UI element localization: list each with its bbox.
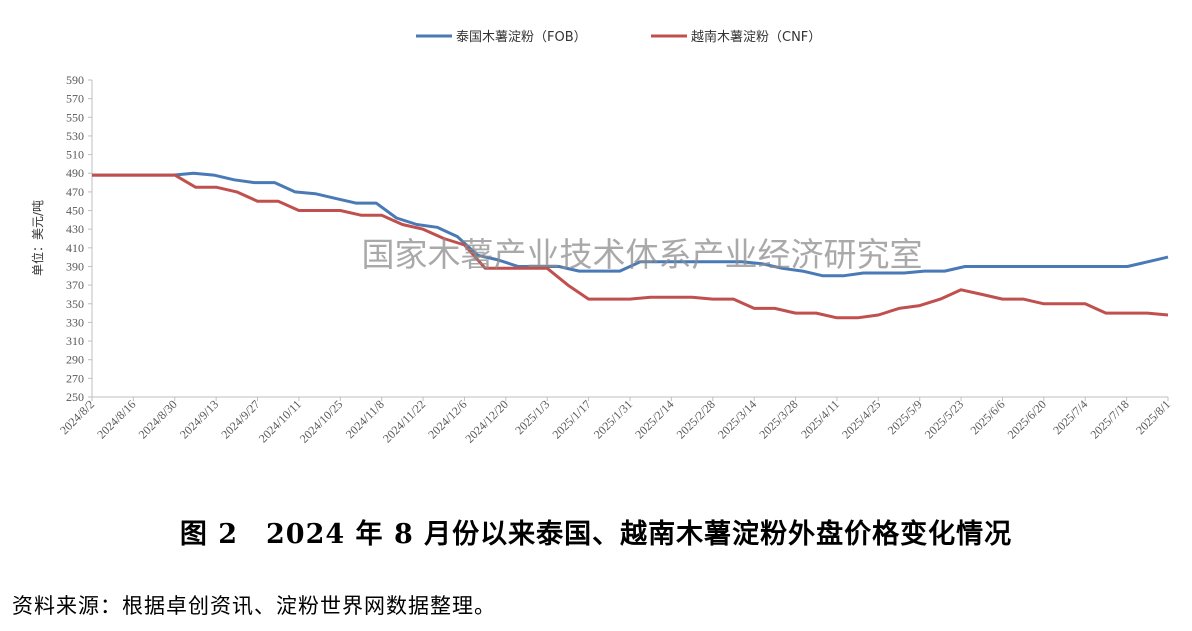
y-tick-label: 330 — [66, 315, 84, 329]
y-tick-label: 590 — [66, 73, 84, 87]
x-tick-label: 2024/12/20 — [462, 397, 511, 446]
y-tick-label: 410 — [66, 241, 84, 255]
x-tick-label: 2025/7/18 — [1087, 397, 1131, 441]
x-tick-label: 2025/1/3 — [512, 397, 552, 437]
y-tick-label: 470 — [66, 185, 84, 199]
y-tick-label: 250 — [66, 390, 84, 404]
y-tick-label: 350 — [66, 297, 84, 311]
y-tick-label: 510 — [66, 148, 84, 162]
y-axis-ticks: 250 270 290 310 330 350 370 390 410 430 450 470 490 5… — [66, 73, 92, 404]
x-axis-ticks: 2024/8/22024/8/162024/8/302024/9/132024/… — [57, 397, 1173, 446]
x-tick-label: 2025/6/6 — [968, 397, 1008, 437]
y-tick-label: 490 — [66, 166, 84, 180]
y-tick-label: 430 — [66, 222, 84, 236]
x-tick-label: 2025/5/23 — [922, 397, 966, 441]
x-tick-label: 2024/10/11 — [256, 397, 304, 445]
x-tick-label: 2024/11/22 — [380, 397, 428, 445]
y-tick-label: 450 — [66, 204, 84, 218]
legend-label-1: 泰国木薯淀粉（FOB） — [456, 30, 587, 45]
chart-legend: 泰国木薯淀粉（FOB） 越南木薯淀粉（CNF） — [416, 29, 821, 45]
y-tick-label: 390 — [66, 259, 84, 273]
series-line-2 — [92, 173, 1169, 320]
x-tick-label: 2025/6/20 — [1005, 397, 1049, 441]
y-tick-label: 310 — [66, 334, 84, 348]
series-line-1 — [92, 171, 1169, 278]
x-tick-label: 2025/2/28 — [674, 397, 718, 441]
y-tick-label: 530 — [66, 129, 84, 143]
price-chart: 泰国木薯淀粉（FOB） 越南木薯淀粉（CNF） 单位：美元/吨 250 270 290… — [30, 29, 1173, 446]
x-tick-label: 2025/2/14 — [632, 397, 676, 441]
x-tick-label: 2025/4/25 — [839, 397, 883, 441]
y-tick-label: 370 — [66, 278, 84, 292]
y-tick-label: 290 — [66, 353, 84, 367]
legend-label-2: 越南木薯淀粉（CNF） — [691, 29, 821, 45]
x-tick-label: 2024/8/30 — [136, 397, 180, 441]
y-tick-label: 550 — [66, 110, 84, 124]
y-tick-label: 570 — [66, 92, 84, 106]
x-tick-label: 2025/1/17 — [549, 397, 593, 441]
x-tick-label: 2024/9/13 — [177, 397, 221, 441]
x-tick-label: 2024/10/25 — [297, 397, 346, 446]
x-tick-label: 2025/8/1 — [1133, 397, 1173, 437]
source-note: 资料来源：根据卓创资讯、淀粉世界网数据整理。 — [12, 594, 496, 618]
x-tick-label: 2024/8/16 — [94, 397, 138, 441]
y-axis-label: 单位：美元/吨 — [30, 200, 45, 276]
y-tick-label: 270 — [66, 371, 84, 385]
x-tick-label: 2025/7/4 — [1050, 397, 1090, 437]
x-tick-label: 2025/3/28 — [756, 397, 800, 441]
figure-caption: 图 2 2024 年 8 月份以来泰国、越南木薯淀粉外盘价格变化情况 — [179, 519, 1013, 550]
x-tick-label: 2025/4/11 — [798, 397, 842, 441]
x-tick-label: 2025/5/9 — [885, 397, 925, 437]
x-tick-label: 2025/1/31 — [591, 397, 635, 441]
chart-series — [92, 171, 1169, 320]
watermark-text: 国家木薯产业技术体系产业经济研究室 — [362, 235, 923, 274]
x-tick-label: 2025/3/14 — [715, 397, 759, 441]
